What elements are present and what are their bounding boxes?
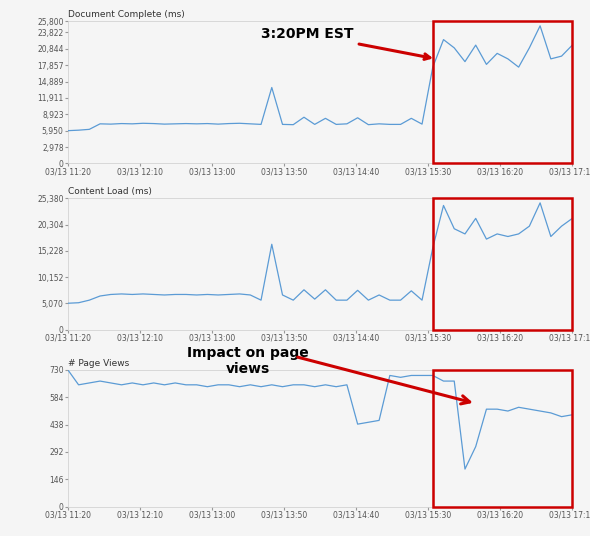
Text: # Page Views: # Page Views xyxy=(68,359,129,368)
Text: 3:20PM EST: 3:20PM EST xyxy=(261,27,430,59)
Bar xyxy=(433,21,572,163)
Text: Impact on page
views: Impact on page views xyxy=(187,346,309,376)
Text: Content Load (ms): Content Load (ms) xyxy=(68,187,152,196)
Text: Document Complete (ms): Document Complete (ms) xyxy=(68,10,185,19)
Bar xyxy=(433,198,572,330)
Bar xyxy=(433,370,572,507)
